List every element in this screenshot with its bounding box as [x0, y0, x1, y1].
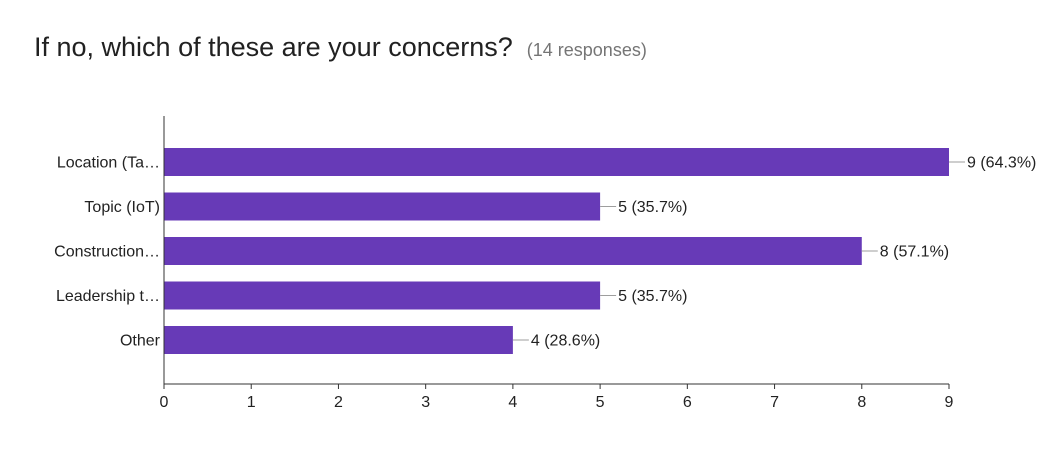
axis-layer: 0 1 2 3 4 5 6 7 8 9 — [160, 116, 954, 411]
category-label: Construction… — [54, 244, 160, 261]
data-label: 4 (28.6%) — [531, 333, 600, 350]
data-label: 8 (57.1%) — [880, 244, 949, 261]
data-label: 9 (64.3%) — [967, 155, 1036, 172]
chart-header: If no, which of these are your concerns?… — [34, 32, 647, 63]
bar — [164, 326, 513, 354]
data-label: 5 (35.7%) — [618, 288, 687, 305]
x-tick-label: 6 — [683, 394, 692, 411]
bars-layer: 9 (64.3%) Location (Ta… 5 (35.7%) Topic (Io… — [54, 148, 1036, 354]
x-tick-label: 4 — [508, 394, 517, 411]
category-label: Location (Ta… — [57, 155, 160, 172]
x-tick-label: 9 — [945, 394, 954, 411]
x-tick-label: 5 — [596, 394, 605, 411]
data-label: 5 (35.7%) — [618, 199, 687, 216]
category-label: Other — [120, 333, 161, 350]
x-tick-label: 3 — [421, 394, 430, 411]
category-label: Topic (IoT) — [84, 199, 160, 216]
x-tick-label: 1 — [247, 394, 256, 411]
bar — [164, 192, 601, 221]
x-tick-label: 0 — [160, 394, 169, 411]
x-tick-label: 2 — [334, 394, 343, 411]
bar — [164, 237, 862, 265]
category-label: Leadership t… — [56, 288, 160, 305]
x-tick-label: 8 — [857, 394, 866, 411]
response-count: (14 responses) — [526, 40, 647, 60]
bar — [164, 281, 601, 310]
chart-title: If no, which of these are your concerns? — [34, 32, 513, 62]
x-tick-label: 7 — [770, 394, 779, 411]
bar — [164, 148, 949, 176]
